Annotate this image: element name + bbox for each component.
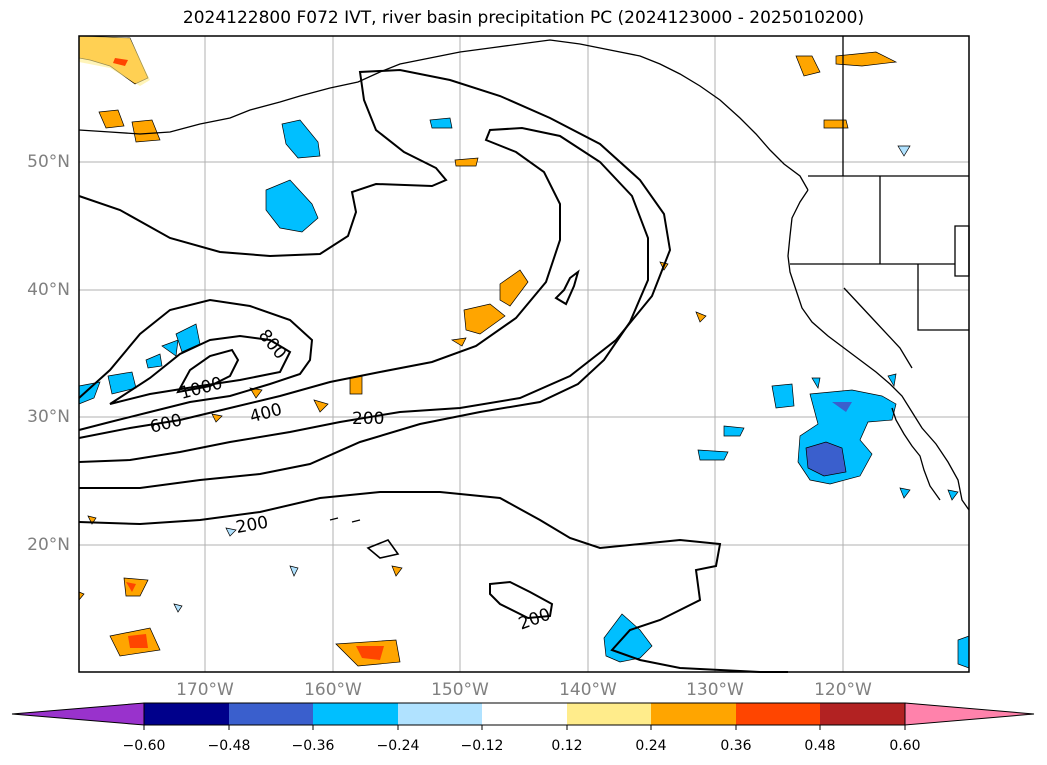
colorbar-tick-label: −0.60 xyxy=(122,738,166,754)
lon-label-140w: 140°W xyxy=(559,680,617,700)
colorbar-segment xyxy=(736,703,820,725)
colorbar-extend-low xyxy=(11,702,145,726)
colorbar-segment xyxy=(820,703,905,725)
colorbar-tick-label: −0.12 xyxy=(460,738,504,754)
positive-precip-patches xyxy=(78,35,898,667)
lon-label-150w: 150°W xyxy=(431,680,489,700)
negative-precip-patches xyxy=(78,117,970,669)
lon-label-130w: 130°W xyxy=(686,680,744,700)
colorbar-segment xyxy=(482,703,567,725)
colorbar-tick-label: 0.60 xyxy=(889,738,921,754)
lon-label-160w: 160°W xyxy=(304,680,362,700)
map-plot-area xyxy=(79,36,969,672)
ivt-contours xyxy=(78,68,788,673)
colorbar-segment xyxy=(144,703,229,725)
colorbar-extend-high xyxy=(904,702,1035,726)
colorbar-segment xyxy=(398,703,482,725)
colorbar-segment xyxy=(567,703,651,725)
map-title: 2024122800 F072 IVT, river basin precipi… xyxy=(182,8,865,28)
colorbar-tick-label: −0.24 xyxy=(376,738,420,754)
colorbar-tick-label: 0.24 xyxy=(635,738,667,754)
colorbar-tick-label: −0.48 xyxy=(207,738,251,754)
colorbar xyxy=(11,702,1035,730)
colorbar-tick-label: 0.48 xyxy=(804,738,836,754)
lat-label-40n: 40°N xyxy=(27,280,70,300)
lon-label-170w: 170°W xyxy=(176,680,234,700)
coastlines xyxy=(78,36,970,559)
lat-label-50n: 50°N xyxy=(27,152,70,172)
lat-label-20n: 20°N xyxy=(27,535,70,555)
lat-label-30n: 30°N xyxy=(27,407,70,427)
colorbar-segment xyxy=(313,703,398,725)
lon-label-120w: 120°W xyxy=(814,680,872,700)
colorbar-tick-label: −0.36 xyxy=(291,738,335,754)
map-frame xyxy=(78,35,970,673)
contour-label: 200 xyxy=(352,409,384,429)
colorbar-tick-label: 0.36 xyxy=(720,738,752,754)
colorbar-segment xyxy=(229,703,313,725)
colorbar-segment xyxy=(651,703,736,725)
colorbar-tick-label: 0.12 xyxy=(551,738,583,754)
